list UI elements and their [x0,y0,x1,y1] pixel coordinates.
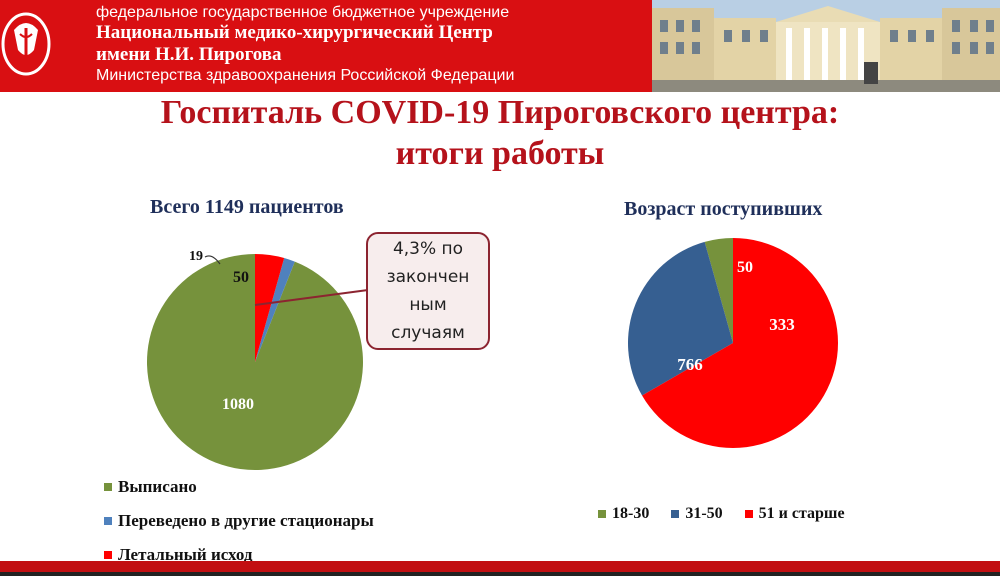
legend-swatch-discharged [104,483,112,491]
age-pie-slice-3 [642,238,839,448]
footer-strip [0,572,1000,576]
age-pie-data-label-3: 766 [677,355,703,374]
org-line-3: имени Н.И. Пирогова [96,44,282,65]
age-pie-slice-2 [628,241,733,396]
age-pie-slice-1 [704,238,733,343]
legend-swatch-deceased [104,551,112,559]
patients-pie-leader-line [204,255,221,265]
legend-swatch-51-plus [744,510,753,518]
legend-item-51-plus: 51 и старше [744,505,845,523]
page-title: Госпиталь COVID-19 Пироговского центра: … [0,92,1000,174]
legend-swatch-18-30 [598,510,606,518]
emblem-logo [1,12,51,76]
patients-pie-data-label-3: 50 [233,269,249,286]
callout-connector [254,289,369,306]
patients-pie-slice-3 [255,254,285,362]
age-chart-title: Возраст поступивших [624,198,823,220]
age-pie: 50 333 766 [628,238,839,448]
org-line-4: Министерства здравоохранения Российской … [96,67,515,84]
legend-label-discharged: Выписано [118,477,197,496]
page-title-line-1: Госпиталь COVID-19 Пироговского центра: [160,94,840,131]
patients-pie: 1080 19 50 [146,249,363,471]
age-pie-data-label-1: 50 [737,259,753,276]
legend-item-31-50: 31-50 [671,505,723,523]
legend-swatch-31-50 [671,510,680,518]
legend-label-31-50: 31-50 [685,505,723,522]
legend-item-18-30: 18-30 [598,505,649,523]
callout-box: 4,3% по закончен ным случаям [366,232,490,350]
legend-item-deceased: Летальный исход [104,538,374,572]
legend-item-transferred: Переведено в другие стационары [104,504,374,538]
legend-label-51-plus: 51 и старше [758,505,845,522]
org-line-1: федеральное государственное бюджетное уч… [96,4,510,21]
org-line-2: Национальный медико-хирургический Центр [96,22,493,43]
building-photo [652,0,1000,92]
header-banner: федеральное государственное бюджетное уч… [0,0,1000,92]
age-legend: 18-30 31-50 51 и старше [598,505,867,523]
legend-label-18-30: 18-30 [612,505,650,522]
patients-pie-slice-1 [146,254,363,471]
patients-pie-data-label-1: 1080 [222,396,254,413]
legend-label-deceased: Летальный исход [118,545,253,564]
callout-text: 4,3% по закончен ным случаям [386,239,470,343]
patients-pie-data-label-2: 19 [189,249,203,264]
legend-item-discharged: Выписано [104,470,374,504]
patients-legend: Выписано Переведено в другие стационары … [104,470,374,572]
patients-chart-title: Всего 1149 пациентов [150,196,344,218]
legend-swatch-transferred [104,517,112,525]
age-pie-data-label-2: 333 [769,315,795,334]
patients-pie-slice-2 [255,258,295,362]
page-title-line-2: итоги работы [395,135,605,172]
legend-label-transferred: Переведено в другие стационары [118,511,374,530]
